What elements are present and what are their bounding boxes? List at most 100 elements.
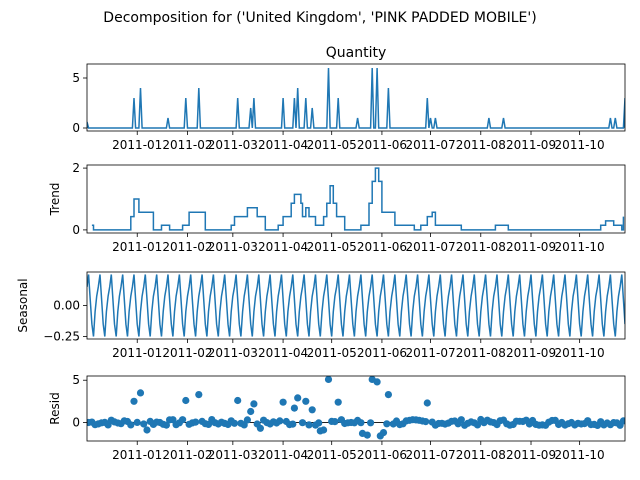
x-tick-label: 2011-10 — [555, 448, 605, 462]
x-tick-label: 2011-09 — [506, 138, 556, 152]
resid-point — [334, 398, 342, 406]
plot-area — [91, 167, 625, 231]
x-tick-label: 2011-08 — [456, 240, 506, 254]
plot-area — [87, 67, 625, 129]
resid-point — [357, 419, 365, 427]
y-axis-label: Resid — [48, 392, 62, 424]
resid-point — [195, 391, 203, 399]
x-tick-label: 2011-07 — [405, 240, 455, 254]
x-tick-label: 2011-01 — [112, 448, 162, 462]
resid-point — [290, 404, 298, 412]
x-tick-label: 2011-06 — [357, 240, 407, 254]
y-tick-label: −0.25 — [43, 330, 80, 344]
resid-point — [473, 421, 482, 429]
x-tick-label: 2011-10 — [555, 240, 605, 254]
resid-point — [302, 397, 310, 405]
axes-frame — [86, 63, 626, 132]
x-tick-label: 2011-07 — [405, 448, 455, 462]
x-tick-label: 2011-04 — [258, 240, 308, 254]
x-tick-label: 2011-01 — [112, 346, 162, 360]
x-tick-label: 2011-08 — [456, 346, 506, 360]
x-tick-label: 2011-02 — [162, 138, 212, 152]
x-tick-label: 2011-04 — [258, 448, 308, 462]
trend-series-line — [91, 167, 625, 231]
seasonal-series-line — [87, 274, 625, 337]
resid-point — [363, 431, 371, 439]
y-tick-label: 0 — [72, 415, 80, 429]
resid-point — [324, 376, 333, 383]
y-tick-label: 5 — [72, 373, 80, 387]
resid-point — [279, 398, 287, 406]
x-tick-label: 2011-02 — [162, 240, 212, 254]
x-tick-label: 2011-01 — [112, 240, 162, 254]
resid-point — [422, 418, 430, 426]
resid-point — [315, 419, 323, 427]
resid-point — [130, 397, 138, 405]
x-tick-label: 2011-08 — [456, 448, 506, 462]
resid-point — [143, 426, 151, 434]
x-tick-label: 2011-03 — [208, 240, 258, 254]
resid-point — [247, 407, 255, 416]
x-tick-label: 2011-04 — [258, 346, 308, 360]
x-tick-label: 2011-03 — [208, 448, 258, 462]
resid-point — [136, 389, 145, 397]
resid-point — [305, 421, 313, 429]
resid-point — [276, 417, 284, 425]
x-tick-label: 2011-05 — [307, 448, 357, 462]
resid-point — [619, 417, 625, 425]
y-tick-label: 0 — [72, 121, 80, 135]
resid-point — [234, 396, 242, 405]
resid-point — [230, 419, 239, 427]
x-tick-label: 2011-07 — [405, 138, 455, 152]
x-tick-label: 2011-03 — [208, 346, 258, 360]
resid-point — [133, 418, 141, 426]
quantity-series-line — [87, 67, 625, 129]
figure-suptitle: Decomposition for ('United Kingdom', 'PI… — [103, 10, 536, 26]
resid-point — [243, 416, 251, 424]
resid-point — [383, 420, 391, 428]
x-tick-label: 2011-09 — [506, 346, 556, 360]
x-tick-label: 2011-10 — [555, 138, 605, 152]
resid-point — [256, 424, 264, 432]
resid-point — [298, 419, 307, 427]
y-axis-label: Trend — [48, 183, 62, 217]
resid-point — [289, 420, 297, 428]
resid-point — [182, 396, 190, 405]
axes-frame — [86, 375, 626, 442]
x-tick-label: 2011-09 — [506, 240, 556, 254]
y-tick-label: 2 — [72, 161, 80, 175]
resid-point — [423, 399, 431, 407]
resid-point — [162, 421, 170, 429]
resid-point — [192, 418, 200, 426]
x-tick-label: 2011-01 — [112, 138, 162, 152]
plot-area — [87, 274, 625, 337]
x-tick-label: 2011-02 — [162, 448, 212, 462]
resid-point — [373, 378, 381, 386]
resid-point — [179, 416, 187, 424]
x-tick-label: 2011-06 — [357, 346, 407, 360]
axes-frame — [86, 164, 626, 234]
x-tick-label: 2011-05 — [307, 346, 357, 360]
resid-point — [308, 406, 316, 414]
y-tick-label: 0.00 — [53, 299, 80, 313]
x-tick-label: 2011-05 — [307, 240, 357, 254]
x-tick-label: 2011-04 — [258, 138, 308, 152]
resid-point — [127, 421, 135, 429]
y-tick-label: 0 — [72, 223, 80, 237]
resid-point — [250, 400, 258, 408]
plot-area — [87, 376, 625, 440]
x-tick-label: 2011-06 — [357, 448, 407, 462]
x-tick-label: 2011-02 — [162, 346, 212, 360]
panel-title: Quantity — [326, 45, 387, 61]
resid-point — [384, 391, 392, 399]
resid-point — [457, 416, 465, 424]
resid-point — [331, 418, 339, 426]
x-tick-label: 2011-05 — [307, 138, 357, 152]
x-tick-label: 2011-08 — [456, 138, 506, 152]
